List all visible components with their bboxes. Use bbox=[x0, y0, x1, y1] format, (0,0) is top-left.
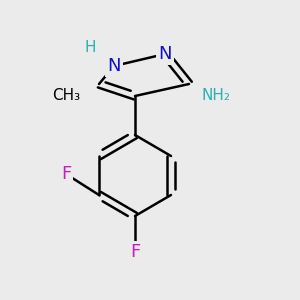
Text: F: F bbox=[130, 243, 140, 261]
Text: CH₃: CH₃ bbox=[52, 88, 80, 104]
Text: N: N bbox=[107, 57, 121, 75]
Text: H: H bbox=[84, 40, 96, 56]
Text: NH₂: NH₂ bbox=[202, 88, 230, 104]
Text: N: N bbox=[158, 45, 172, 63]
Text: F: F bbox=[61, 165, 71, 183]
